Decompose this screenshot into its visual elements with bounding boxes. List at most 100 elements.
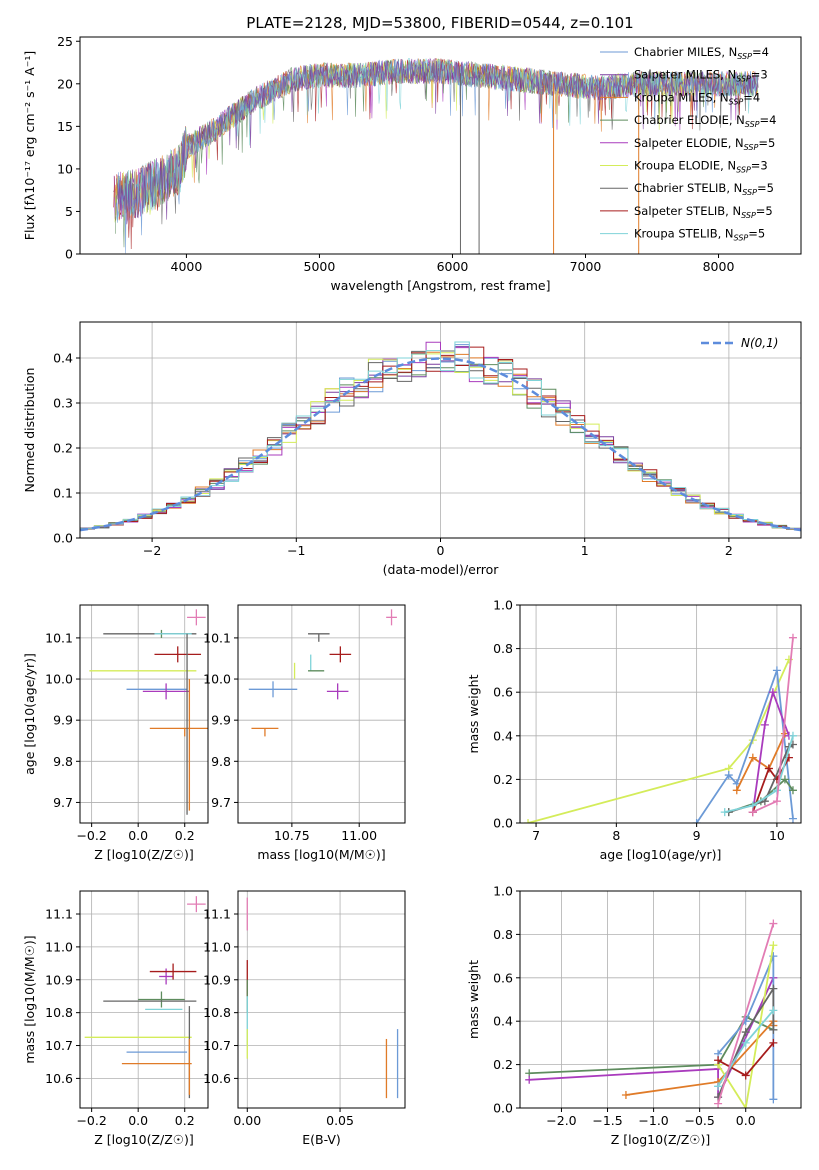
x-tick-label: −1.0 <box>638 1113 668 1128</box>
weight-line-salpeter-elodie <box>751 689 790 813</box>
x-tick-label: 0.0 <box>128 1113 148 1128</box>
x-tick-label: −2.0 <box>546 1113 576 1128</box>
axes-frame: −0.2 0.0 0.2 10.6 10.7 10.8 10.9 11.0 11.1 Z [log… <box>22 890 209 1147</box>
y-tick-label: 0.6 <box>493 970 513 985</box>
axes-border <box>519 604 802 824</box>
weight-marker <box>741 1104 750 1108</box>
legend-label-salpeter-stelib: Salpeter STELIB, NSSP=5 <box>634 204 773 220</box>
y-tick-label: 1.0 <box>493 884 513 899</box>
weight-marker <box>741 1038 750 1047</box>
y-tick-label: 25 <box>57 34 73 49</box>
weight-line-kroupa-elodie <box>717 945 775 1108</box>
y-tick-label: 0.0 <box>493 1101 513 1116</box>
errorbar-point-highlight <box>386 609 397 626</box>
weight-marker <box>692 819 701 823</box>
panel-age_vs_mass: 10.75 11.00 9.7 9.8 9.9 10.0 10.1 mass [log10(M… <box>203 604 406 862</box>
y-tick-label: 9.9 <box>53 713 73 728</box>
axes-frame: 10.75 11.00 9.7 9.8 9.9 10.0 10.1 mass [log10(M… <box>203 604 406 862</box>
y-tick-label: 0 <box>65 247 73 262</box>
x-tick-label: 2 <box>725 543 733 558</box>
weight-marker <box>769 1006 778 1015</box>
y-tick-label: 10.0 <box>203 672 231 687</box>
panel-weight_vs_age: 7 8 9 10 0.0 0.2 0.4 0.6 0.8 1.0 age [log10(age/yr… <box>466 598 802 862</box>
y-tick-label: 10.8 <box>45 1005 73 1020</box>
y-tick-label: 10.8 <box>203 1005 231 1020</box>
x-tick-label: −2 <box>143 543 161 558</box>
weight-marker <box>769 1025 778 1034</box>
x-tick-label: 7 <box>532 828 540 843</box>
y-tick-label: 10 <box>57 161 73 176</box>
errorbar-point-highlight <box>187 896 206 913</box>
axes-frame: 7 8 9 10 0.0 0.2 0.4 0.6 0.8 1.0 age [log10(age/yr… <box>466 598 802 862</box>
x-tick-label: 9 <box>693 828 701 843</box>
y-tick-label: 9.9 <box>211 713 231 728</box>
x-tick-label: −0.5 <box>684 1113 714 1128</box>
weight-marker <box>769 1038 778 1047</box>
y-tick-label: 0.8 <box>493 641 513 656</box>
errorbar-point-kroupa-miles <box>251 727 279 737</box>
spectrum-legend: Chabrier MILES, NSSP=4 Salpeter MILES, NS… <box>600 45 776 243</box>
y-tick-label: 0.0 <box>493 816 513 831</box>
panel-weight_vs_Z: −2.0 −1.5 −1.0 −0.5 0.0 0.0 0.2 0.4 0.6 0.8 1.0 Z [… <box>466 884 802 1147</box>
y-tick-label: 9.8 <box>211 754 231 769</box>
y-tick-label: 0.2 <box>53 441 73 456</box>
y-tick-label: 10.7 <box>203 1038 231 1053</box>
x-tick-label: 0.0 <box>736 1113 756 1128</box>
axes-border <box>237 890 406 1109</box>
y-tick-label: 10.1 <box>203 630 231 645</box>
y-tick-label: 0.6 <box>493 685 513 700</box>
plot-area <box>89 609 208 815</box>
legend-label-salpeter-miles: Salpeter MILES, NSSP=3 <box>634 68 768 84</box>
weight-marker <box>769 1095 778 1104</box>
y-axis-label: mass weight <box>466 674 481 753</box>
y-tick-label: 9.8 <box>53 754 73 769</box>
weight-marker <box>760 720 769 729</box>
y-axis-label: Normed distribution <box>22 368 37 493</box>
weight-marker <box>714 1099 723 1108</box>
legend-label-kroupa-stelib: Kroupa STELIB, NSSP=5 <box>634 227 765 243</box>
y-tick-label: 15 <box>57 119 73 134</box>
y-tick-label: 11.0 <box>203 939 231 954</box>
y-axis-label: age [log10(age/yr)] <box>22 653 37 775</box>
legend-label-gaussian: N(0,1) <box>741 336 778 350</box>
x-axis-label: Z [log10(Z/Z☉)] <box>94 847 194 862</box>
spectrum-line-chabrier-miles <box>115 58 758 254</box>
weight-marker <box>724 771 733 780</box>
spectrum-line-salpeter-miles <box>116 57 759 225</box>
gaussian-curve <box>80 357 801 532</box>
x-tick-label: 7000 <box>570 259 602 274</box>
errorbar-point-salpeter-stelib <box>149 963 197 980</box>
y-tick-label: 10.6 <box>45 1071 73 1086</box>
y-tick-label: 10.1 <box>45 630 73 645</box>
x-axis-label: (data-model)/error <box>383 562 500 577</box>
axes-frame: −2.0 −1.5 −1.0 −0.5 0.0 0.0 0.2 0.4 0.6 0.8 1.0 Z [… <box>466 884 802 1147</box>
y-axis-label: Flux [fλ10⁻¹⁷ erg cm⁻² s⁻¹ A⁻¹] <box>22 51 37 240</box>
errorbar-point-kroupa-miles <box>149 727 208 737</box>
x-tick-label: 10 <box>769 828 785 843</box>
weight-marker <box>788 786 797 795</box>
legend-label-kroupa-miles: Kroupa MILES, NSSP=4 <box>634 90 760 106</box>
weight-marker <box>772 666 781 675</box>
plot-area <box>525 919 778 1108</box>
weight-marker <box>788 633 797 642</box>
y-tick-label: 0.0 <box>53 531 73 546</box>
weight-marker <box>769 984 778 993</box>
axes-border <box>237 604 406 824</box>
weight-line-highlight <box>717 923 775 1104</box>
y-tick-label: 9.7 <box>53 795 73 810</box>
axes-border <box>79 36 802 255</box>
plot-area <box>80 341 801 532</box>
x-tick-label: 5000 <box>304 259 336 274</box>
y-tick-label: 11.0 <box>45 939 73 954</box>
x-tick-label: 11.00 <box>341 828 377 843</box>
weight-marker <box>714 1082 723 1091</box>
weight-line-kroupa-miles <box>735 733 786 791</box>
axes-border <box>79 890 209 1109</box>
weight-marker <box>772 797 781 806</box>
y-tick-label: 9.7 <box>211 795 231 810</box>
legend-label-chabrier-stelib: Chabrier STELIB, NSSP=5 <box>634 181 774 197</box>
weight-marker <box>788 731 797 740</box>
x-tick-label: 0.0 <box>128 828 148 843</box>
